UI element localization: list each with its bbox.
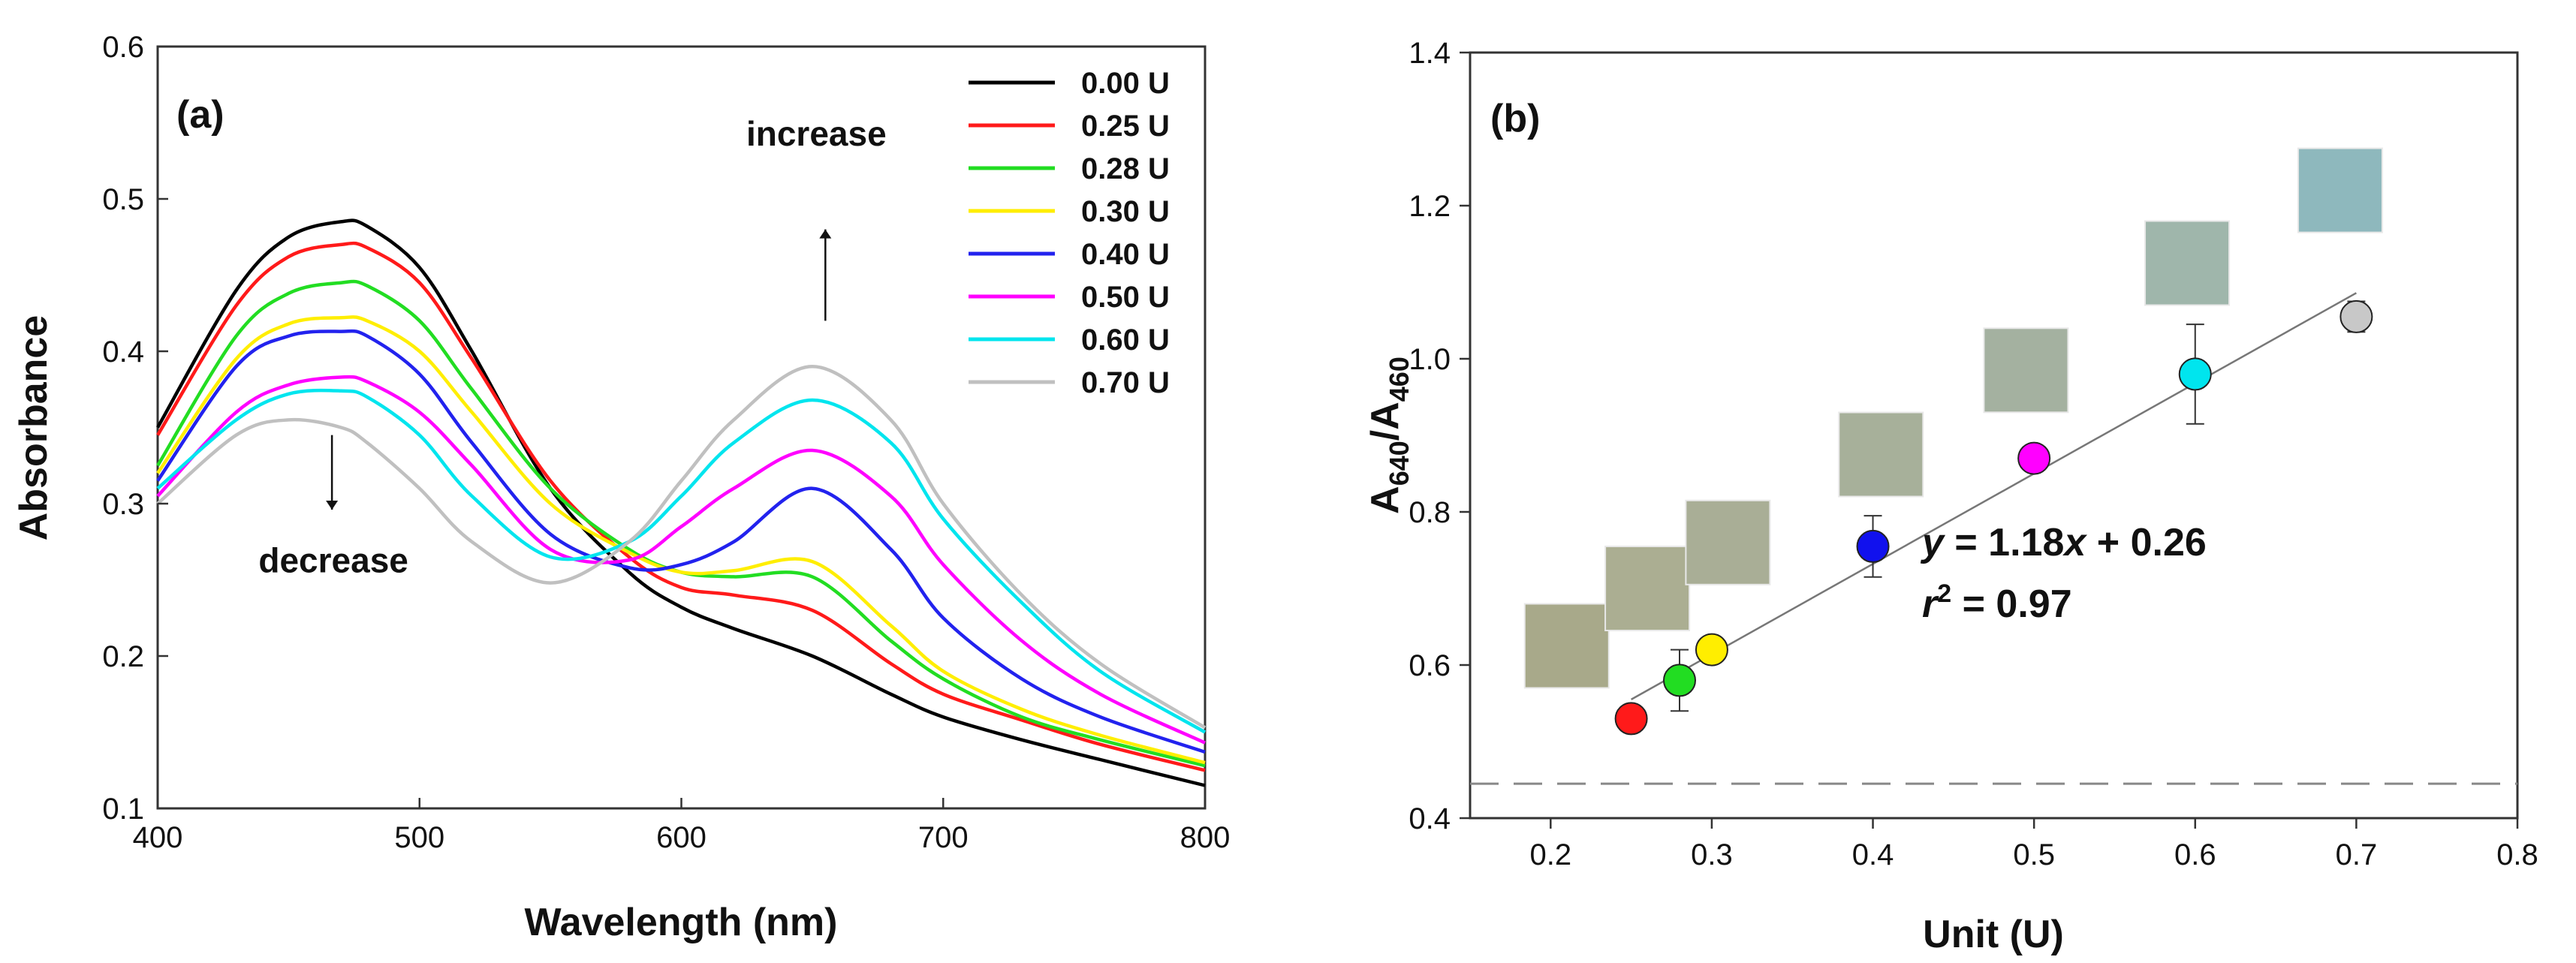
y-title-sub2: 460 (1384, 357, 1415, 402)
series-line-060 (156, 388, 1207, 734)
color-swatch (1523, 603, 1610, 689)
panel-a-y-tick-label: 0.2 (102, 640, 144, 673)
panel-a-chart: 400 500 600 700 800 0.1 0.2 0.3 0.4 0.5 0.6 (a) Wa… (12, 31, 1230, 944)
legend-label: 0.70 U (1081, 366, 1170, 399)
panel-a-x-tick-label: 600 (656, 821, 707, 854)
panel-b-y-tick-label: 0.8 (1409, 496, 1451, 529)
panel-b-x-tick-label: 0.2 (1530, 838, 1572, 871)
panel-b-x-tick-label: 0.4 (1852, 838, 1894, 871)
data-point (1614, 702, 1648, 736)
decrease-arrow-head (326, 501, 339, 510)
annotation-increase: increase (746, 114, 887, 153)
color-swatch (2144, 220, 2231, 306)
annotation-decrease: decrease (258, 540, 408, 579)
panel-a-y-tick-label: 0.3 (102, 488, 144, 521)
color-swatch (1983, 327, 2069, 414)
color-swatch (2297, 147, 2383, 233)
r2-tail: = 0.97 (1951, 582, 2071, 626)
color-swatch (1685, 499, 1771, 585)
legend-label: 0.25 U (1081, 110, 1170, 143)
panel-b-label: (b) (1490, 97, 1540, 140)
legend-label: 0.50 U (1081, 281, 1170, 314)
color-swatch (1604, 546, 1691, 631)
legend-label: 0.30 U (1081, 195, 1170, 228)
r2-r: r (1922, 582, 1939, 626)
panel-a-y-axis-title: Absorbance (12, 315, 56, 541)
panel-a-y-tick-label: 0.1 (102, 793, 144, 826)
legend-label: 0.40 U (1081, 238, 1170, 271)
panel-b-y-axis-title: A640/A460 (1363, 357, 1415, 514)
panel-b-y-tick-label: 0.6 (1409, 649, 1451, 682)
y-title-slash: /A (1363, 402, 1407, 441)
legend-label: 0.28 U (1081, 152, 1170, 185)
data-point (1695, 633, 1728, 667)
r2-exp: 2 (1937, 579, 1951, 608)
panel-b-x-tick-label: 0.7 (2336, 838, 2378, 871)
series-line-030 (156, 315, 1206, 765)
panel-a-ticks: 400 500 600 700 800 0.1 0.2 0.3 0.4 0.5 0.6 (102, 31, 1230, 854)
panel-a-x-axis-title: Wavelength (nm) (525, 901, 838, 944)
panel-b-x-tick-label: 0.6 (2174, 838, 2216, 871)
panel-b-x-tick-label: 0.3 (1691, 838, 1733, 871)
panel-a-annotations: increase decrease (258, 114, 886, 579)
panel-a-x-tick-label: 500 (394, 821, 444, 854)
panel-a-y-tick-label: 0.6 (102, 31, 144, 64)
panel-b-x-tick-label: 0.5 (2013, 838, 2055, 871)
eq-x: x (2062, 521, 2087, 564)
panel-b-points (1614, 299, 2373, 736)
y-title-sub1: 640 (1384, 441, 1415, 486)
color-swatch (1838, 411, 1924, 498)
panel-b-chart: 0.2 0.3 0.4 0.5 0.6 0.7 0.80.40.60.81.01.21.4 … (1363, 37, 2538, 956)
fit-equation: y = 1.18x + 0.26 (1920, 521, 2207, 564)
series-line-070 (156, 365, 1207, 730)
eq-y: y (1920, 521, 1946, 564)
panel-a-y-tick-label: 0.5 (102, 183, 144, 216)
data-point (1856, 529, 1890, 563)
data-point (2017, 441, 2051, 475)
panel-a-x-tick-label: 400 (133, 821, 183, 854)
panel-a-x-tick-label: 700 (918, 821, 969, 854)
r-squared: r2 = 0.97 (1922, 579, 2072, 626)
panel-b-x-tick-label: 0.8 (2496, 838, 2538, 871)
series-line-050 (156, 375, 1206, 745)
panel-b-fit (1631, 292, 2357, 700)
panel-b-x-axis-title: Unit (U) (1923, 913, 2064, 956)
panel-b-y-tick-label: 1.2 (1409, 190, 1451, 223)
series-line-028 (156, 279, 1206, 768)
series-line-025 (156, 241, 1206, 772)
panel-a-legend: 0.00 U 0.25 U 0.28 U 0.30 U 0.40 U 0.50 U 0.60… (969, 67, 1170, 399)
panel-b-y-tick-label: 0.4 (1409, 802, 1451, 835)
data-point (1663, 664, 1696, 697)
panel-a-series-group (156, 218, 1207, 787)
legend-label: 0.00 U (1081, 67, 1170, 100)
fit-line (1631, 292, 2357, 700)
data-point (2339, 299, 2373, 333)
series-line-000 (156, 218, 1206, 787)
panel-b-ticks: 0.2 0.3 0.4 0.5 0.6 0.7 0.8 0.4 0.6 0.8 1.0 1.2 1.4 (1409, 37, 2538, 871)
y-title-a1: A (1363, 486, 1407, 514)
panel-a-label: (a) (176, 93, 224, 137)
series-line-040 (156, 329, 1206, 754)
panel-b-y-tick-label: 1.0 (1409, 343, 1451, 376)
panel-b-plot-area (1469, 51, 2519, 820)
eq-rest: = 1.18 (1944, 521, 2064, 564)
eq-tail: + 0.26 (2086, 521, 2206, 564)
increase-arrow-head (819, 229, 832, 239)
data-point (2178, 357, 2212, 391)
panel-b-swatches (1523, 147, 2383, 689)
panel-a-x-tick-label: 800 (1180, 821, 1231, 854)
panel-a-y-tick-label: 0.4 (102, 336, 144, 369)
panel-b-y-tick-label: 1.4 (1409, 37, 1451, 70)
legend-label: 0.60 U (1081, 324, 1170, 357)
